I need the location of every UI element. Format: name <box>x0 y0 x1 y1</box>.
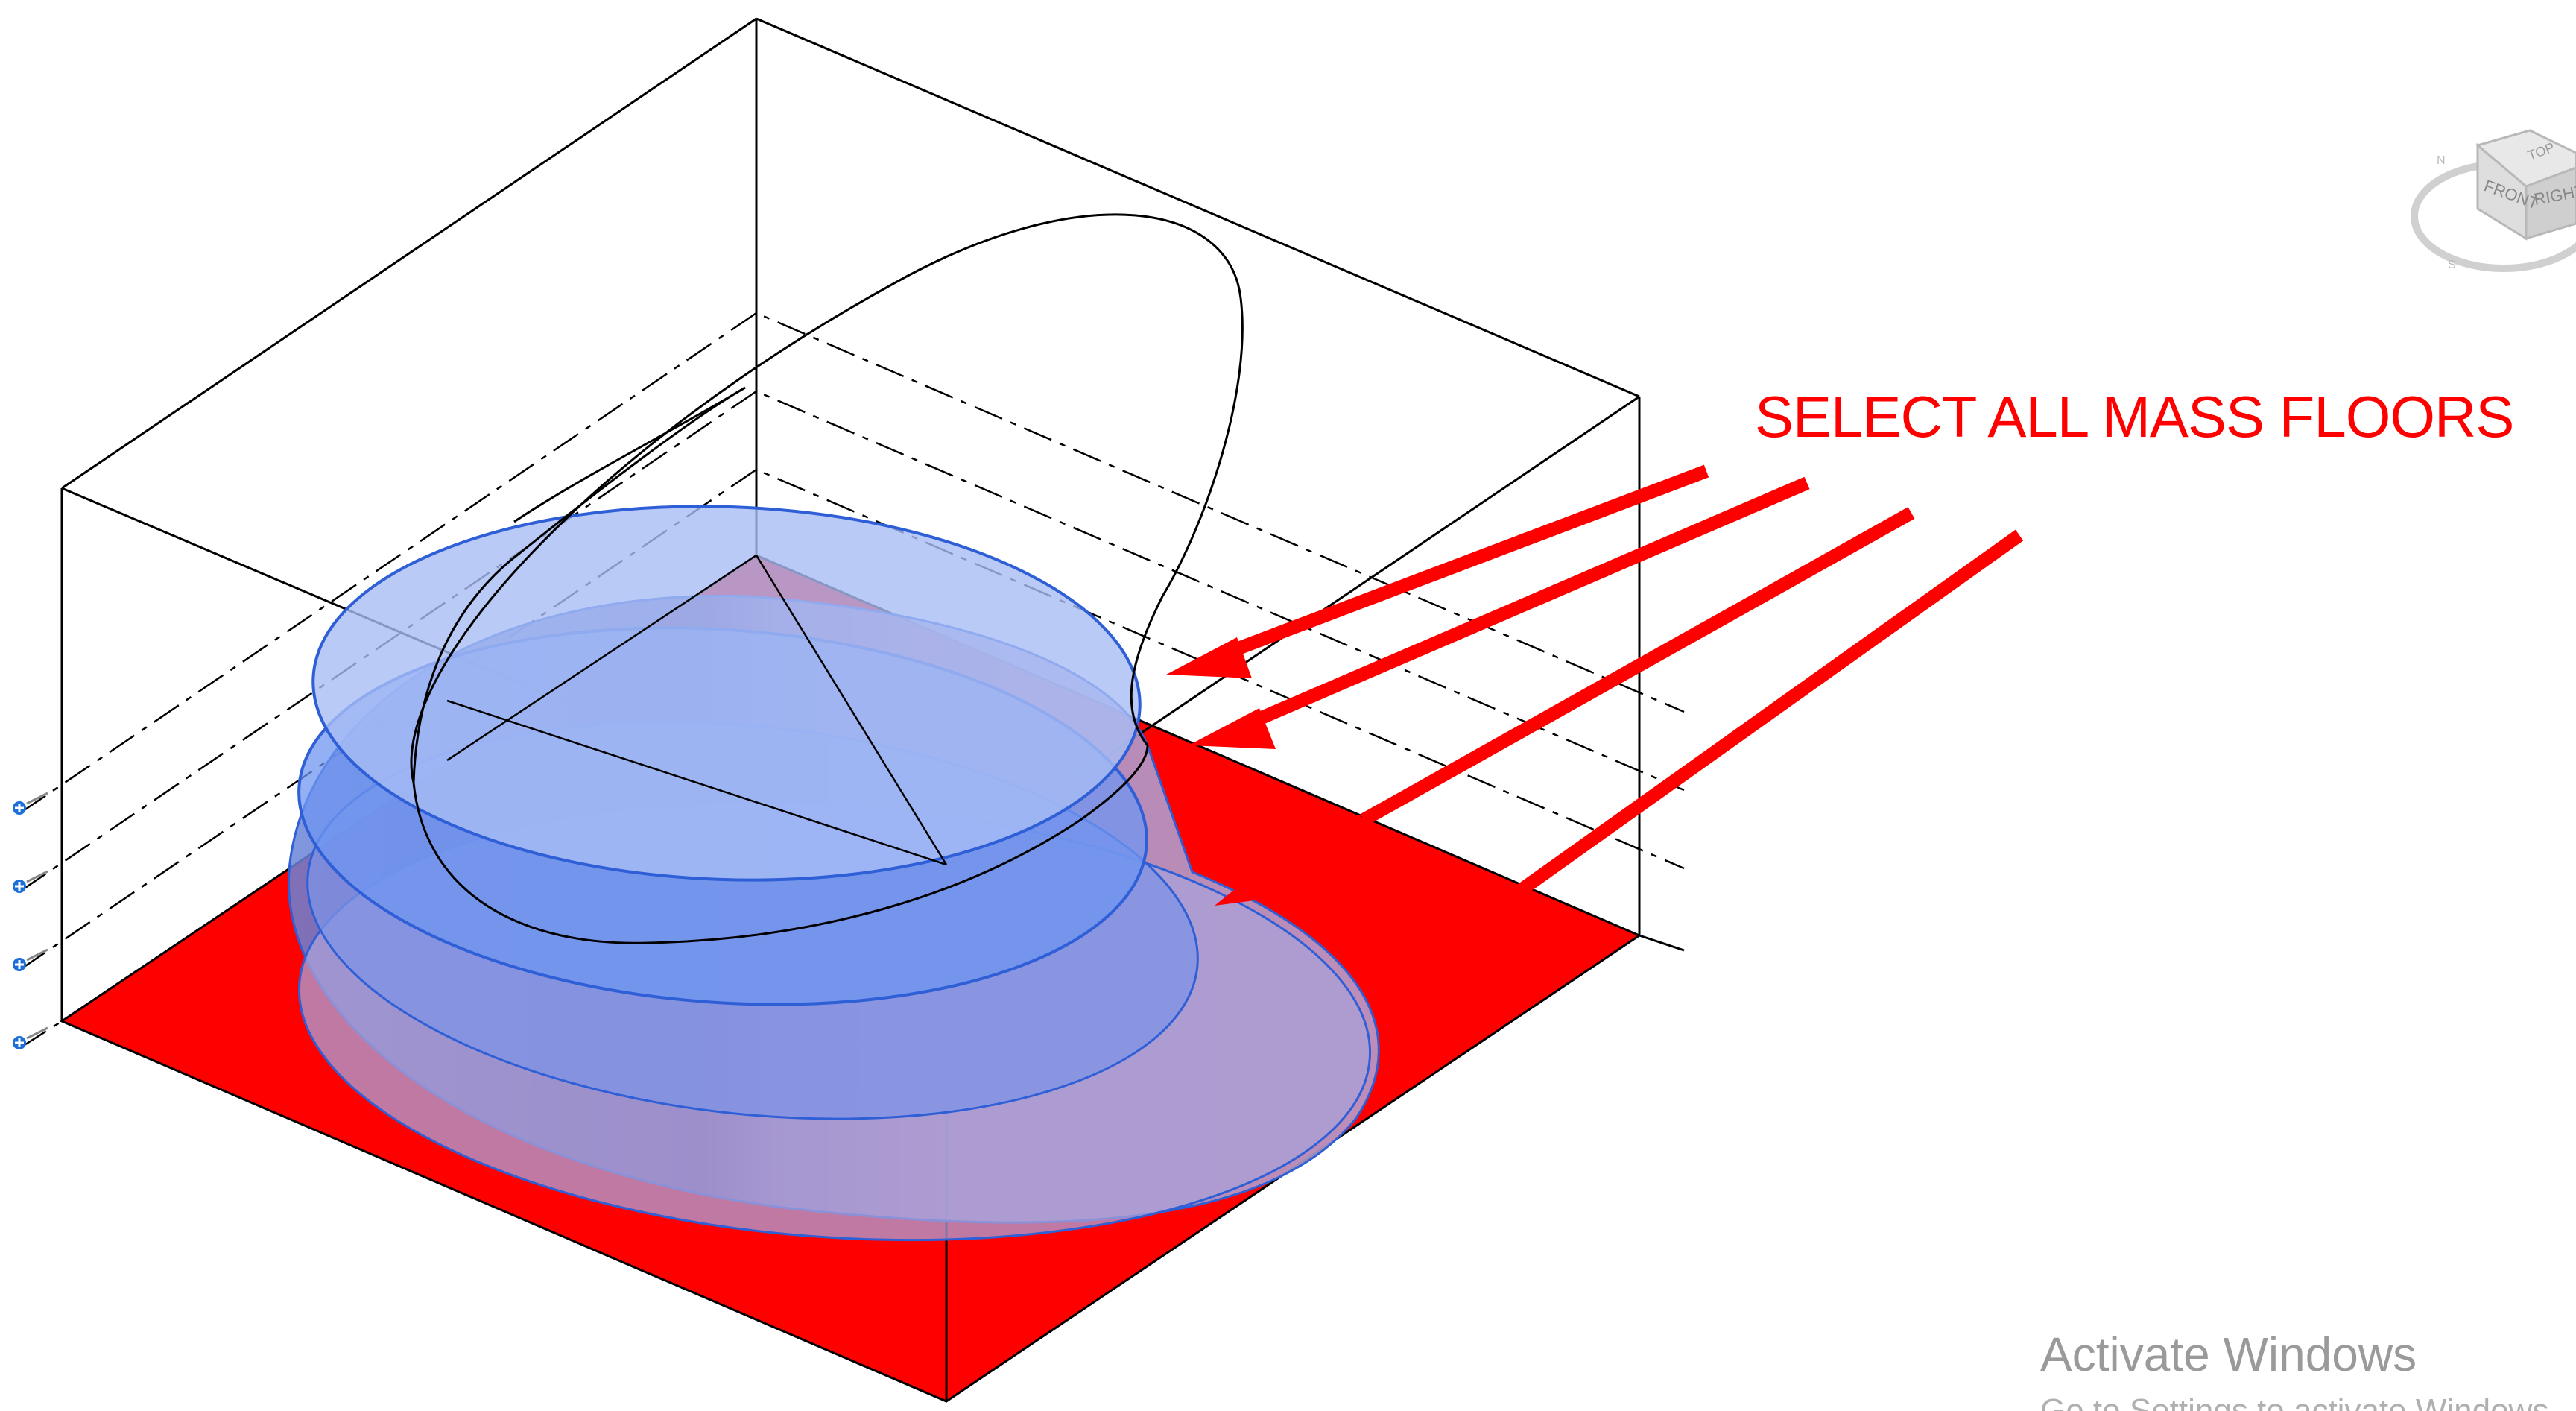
viewcube-icon[interactable]: TOP FRONT RIGHT N S <box>2407 112 2576 298</box>
level-marker-icon[interactable] <box>9 790 54 820</box>
level-lines <box>20 312 1685 1049</box>
annotation-label: SELECT ALL MASS FLOORS <box>1755 384 2514 449</box>
mass-profile-curves <box>410 213 1244 944</box>
level-marker-icon[interactable] <box>9 1025 54 1055</box>
mass-floor-4[interactable] <box>307 493 1147 894</box>
activate-windows-subtitle: Go to Settings to activate Windows. <box>2040 1392 2558 1411</box>
svg-text:N: N <box>2437 154 2446 167</box>
level-marker-icon[interactable] <box>9 868 54 898</box>
annotation-arrows <box>1166 464 2024 906</box>
bounding-box-front-edges <box>446 554 948 866</box>
activate-windows-title: Activate Windows <box>2040 1328 2417 1381</box>
svg-text:S: S <box>2448 259 2456 271</box>
level-marker-icon[interactable] <box>9 947 54 976</box>
